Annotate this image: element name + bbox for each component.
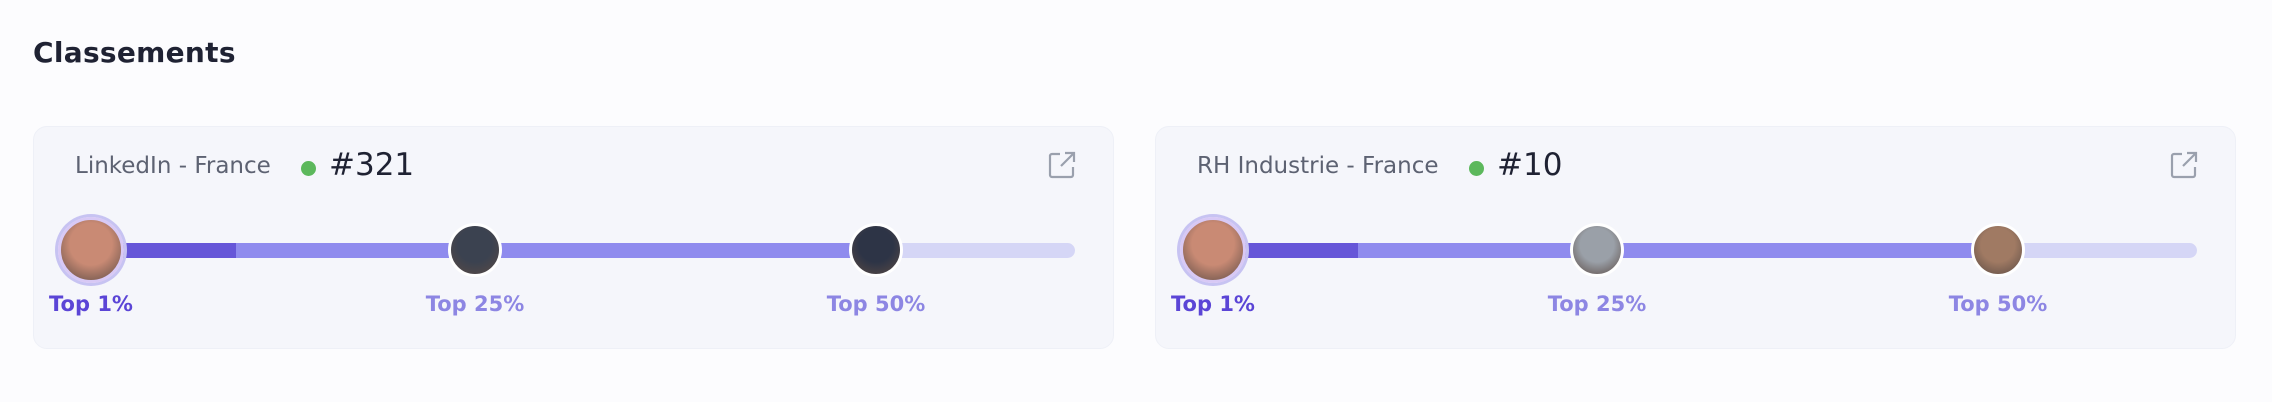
status-dot (1469, 161, 1484, 176)
ranking-card: RH Industrie - France #10 Top 1% Top 25% Top… (1155, 126, 2236, 349)
marker-label: Top 25% (1547, 292, 1647, 316)
avatar (1971, 223, 2025, 277)
marker-label: Top 25% (425, 292, 525, 316)
avatar (58, 217, 124, 283)
progress-fill (1213, 243, 1358, 258)
section-title: Classements (33, 36, 236, 69)
progress-fill (91, 243, 236, 258)
marker-label: Top 1% (1171, 292, 1255, 316)
avatar (1570, 223, 1624, 277)
marker-label: Top 50% (1948, 292, 2048, 316)
external-link-icon[interactable] (1046, 149, 1078, 181)
external-link-icon[interactable] (2168, 149, 2200, 181)
rank: #10 (1497, 147, 1563, 183)
ranking-card: LinkedIn - France #321 Top 1% Top 25% Top 50… (33, 126, 1114, 349)
ranking-name: RH Industrie - France (1197, 153, 1439, 179)
rank: #321 (329, 147, 415, 183)
avatar (1180, 217, 1246, 283)
avatar (448, 223, 502, 277)
status-dot (301, 161, 316, 176)
marker-label: Top 50% (826, 292, 926, 316)
ranking-name: LinkedIn - France (75, 153, 271, 179)
marker-label: Top 1% (49, 292, 133, 316)
avatar (849, 223, 903, 277)
